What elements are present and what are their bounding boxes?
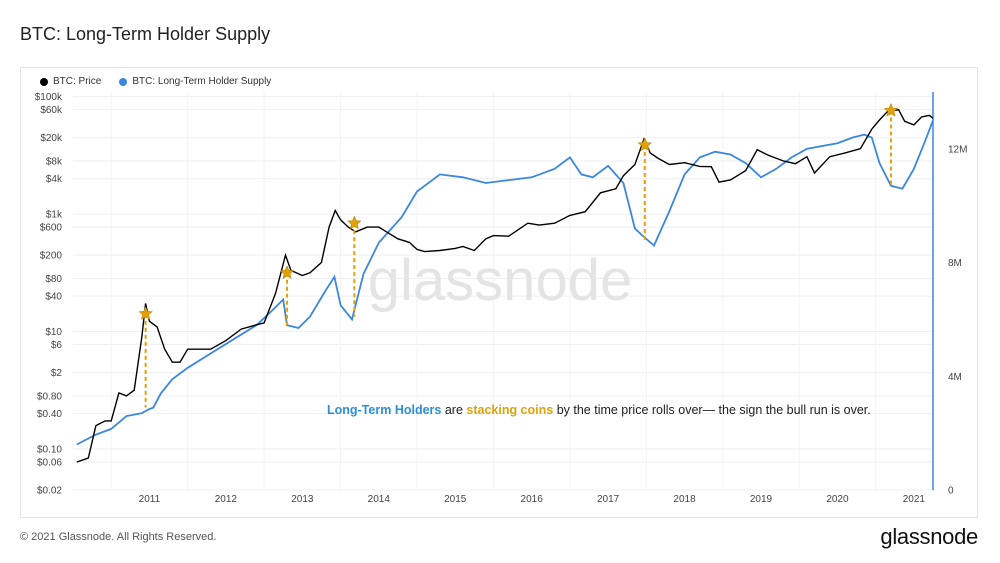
- highlight-star-icon: [637, 137, 653, 152]
- footer-logo[interactable]: glassnode: [880, 524, 978, 549]
- x-tick-label: 2018: [673, 494, 696, 505]
- y-left-tick-label: $0.02: [37, 486, 62, 497]
- y-left-tick-label: $20k: [40, 133, 63, 144]
- y-left-tick-label: $8k: [46, 157, 63, 168]
- x-tick-label: 2019: [750, 494, 773, 505]
- x-tick-label: 2015: [444, 494, 467, 505]
- x-tick-label: 2013: [291, 494, 314, 505]
- annotation-part1: Long-Term Holders: [327, 403, 442, 417]
- y-left-tick-label: $40: [45, 292, 62, 303]
- highlight-star-icon: [138, 306, 153, 321]
- legend-dot-price: [40, 77, 48, 86]
- y-right-tick-label: 8M: [948, 258, 962, 269]
- legend: BTC: Price BTC: Long-Term Holder Supply: [40, 76, 271, 87]
- y-left-tick-label: $80: [45, 274, 62, 285]
- y-right-tick-label: 4M: [948, 372, 962, 383]
- y-left-tick-label: $600: [40, 223, 63, 234]
- x-tick-label: 2021: [903, 494, 926, 505]
- y-left-tick-label: $60k: [40, 105, 63, 116]
- legend-item-price[interactable]: BTC: Price: [40, 76, 101, 87]
- highlight-star-icon: [347, 215, 362, 230]
- y-left-tick-label: $100k: [35, 92, 63, 103]
- y-left-tick-label: $2: [51, 368, 63, 379]
- y-right-tick-label: 0: [948, 486, 954, 497]
- chart-title: BTC: Long-Term Holder Supply: [20, 24, 271, 44]
- y-left-tick-label: $0.80: [37, 391, 62, 402]
- legend-label-lth: BTC: Long-Term Holder Supply: [132, 76, 272, 87]
- y-left-tick-label: $4k: [46, 174, 63, 185]
- annotation-part4: by the time price rolls over— the sign t…: [553, 403, 871, 417]
- x-tick-label: 2011: [139, 494, 161, 505]
- x-tick-label: 2017: [597, 494, 620, 505]
- x-tick-label: 2012: [215, 494, 238, 505]
- y-left-tick-label: $200: [40, 251, 63, 262]
- annotation-part2: are: [441, 403, 467, 417]
- annotation-text: Long-Term Holders are stacking coins by …: [327, 403, 871, 417]
- x-tick-label: 2020: [826, 494, 849, 505]
- y-right-tick-label: 12M: [948, 144, 967, 155]
- annotation-part3: stacking coins: [466, 403, 554, 417]
- highlight-star-icon: [279, 265, 295, 280]
- legend-dot-lth: [119, 77, 128, 86]
- y-left-tick-label: $0.10: [37, 444, 62, 455]
- highlight-star-icon: [883, 102, 899, 117]
- chart-frame: [20, 67, 978, 518]
- y-left-tick-label: $0.06: [37, 457, 62, 468]
- y-left-tick-label: $10: [45, 327, 62, 338]
- y-left-tick-label: $1k: [46, 210, 63, 221]
- legend-item-lth[interactable]: BTC: Long-Term Holder Supply: [119, 76, 271, 87]
- watermark-text: glassnode: [368, 248, 632, 313]
- copyright-text: © 2021 Glassnode. All Rights Reserved.: [20, 531, 217, 543]
- series-line-price: [76, 108, 934, 463]
- y-left-tick-label: $6: [51, 340, 63, 351]
- series-line-lth: [76, 120, 934, 446]
- legend-label-price: BTC: Price: [53, 76, 102, 87]
- y-left-tick-label: $0.40: [37, 409, 62, 420]
- x-tick-label: 2014: [368, 494, 391, 505]
- x-tick-label: 2016: [521, 494, 544, 505]
